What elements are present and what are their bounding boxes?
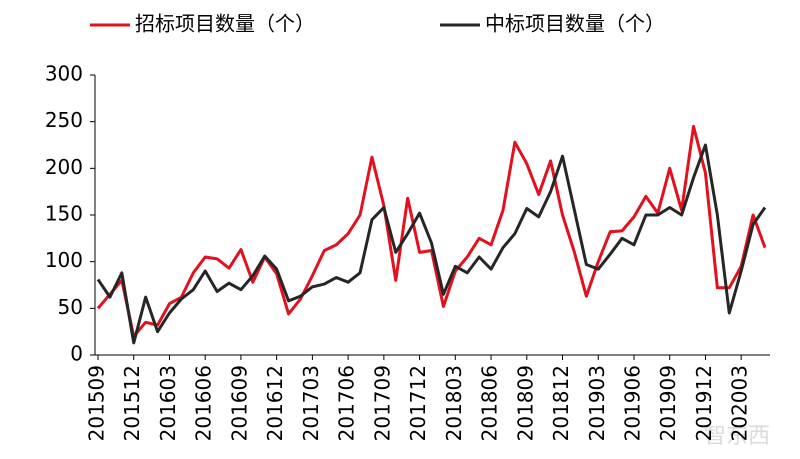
series-line <box>96 143 767 345</box>
x-tick-label: 201806 <box>478 365 502 441</box>
y-tick-label: 200 <box>45 155 83 179</box>
legend-label: 中标项目数量（个） <box>485 12 665 36</box>
x-tick-label: 201509 <box>85 365 109 441</box>
y-tick-label: 50 <box>58 295 83 319</box>
y-tick-label: 150 <box>45 202 83 226</box>
x-tick-label: 201912 <box>692 365 716 441</box>
x-tick-label: 201906 <box>620 365 644 441</box>
x-tick-label: 201809 <box>513 365 537 441</box>
x-tick-label: 201606 <box>192 365 216 441</box>
x-tick-label: 201812 <box>549 365 573 441</box>
x-tick-label: 202003 <box>728 365 752 441</box>
x-tick-label: 201603 <box>156 365 180 441</box>
x-tick-label: 201703 <box>299 365 323 441</box>
y-tick-label: 250 <box>45 108 83 132</box>
x-tick-label: 201706 <box>335 365 359 441</box>
x-tick-label: 201803 <box>442 365 466 441</box>
x-tick-label: 201903 <box>585 365 609 441</box>
x-tick-label: 201512 <box>120 365 144 441</box>
x-tick-label: 201909 <box>656 365 680 441</box>
x-tick-label: 201712 <box>406 365 430 441</box>
series-line <box>96 124 767 338</box>
y-tick-label: 0 <box>70 342 83 366</box>
watermark: 智东西 <box>704 424 770 449</box>
x-tick-label: 201612 <box>263 365 287 441</box>
legend-label: 招标项目数量（个） <box>135 12 315 36</box>
x-tick-label: 201709 <box>370 365 394 441</box>
x-tick-label: 201609 <box>227 365 251 441</box>
y-tick-label: 100 <box>45 248 83 272</box>
y-tick-label: 300 <box>45 62 83 86</box>
